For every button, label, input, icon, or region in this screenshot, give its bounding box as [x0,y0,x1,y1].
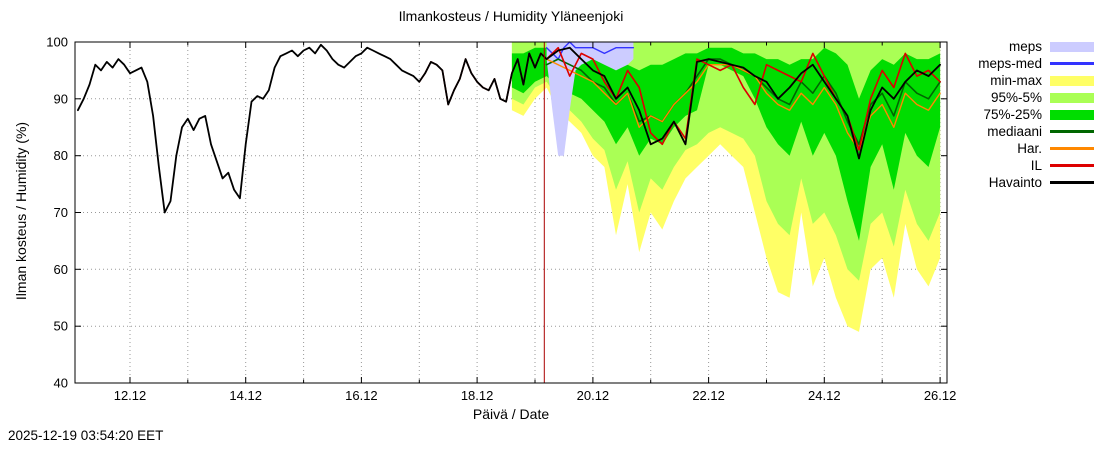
legend-swatch-75-25 [1050,109,1094,120]
legend-label-min-max: min-max [990,73,1042,88]
line-har [545,58,941,151]
legend-swatch-meps-med [1050,62,1094,65]
legend-label-har: Har. [1017,141,1042,156]
legend-label-il: IL [1030,158,1042,173]
y-tick-label: 100 [46,35,68,50]
x-tick-label: 20.12 [577,388,610,403]
y-tick-label: 40 [54,376,68,391]
chart-legend: meps meps-med min-max 95%-5% 75%-25% mediaani… [978,38,1094,191]
generation-timestamp: 2025-12-19 03:54:20 EET [8,428,164,443]
legend-item-har: Har. [978,140,1094,157]
axes: 12.12 14.12 16.12 18.12 20.12 22.12 24.12 26.12… [46,35,956,404]
legend-item-95-5: 95%-5% [978,89,1094,106]
legend-item-il: IL [978,157,1094,174]
x-tick-label: 26.12 [924,388,957,403]
x-tick-label: 24.12 [808,388,841,403]
legend-swatch-min-max [1050,75,1094,86]
line-havainto [77,43,941,214]
legend-label-mediaani: mediaani [987,124,1042,139]
x-tick-label: 12.12 [114,388,147,403]
x-axis-label: Päivä / Date [472,406,550,422]
legend-swatch-mediaani [1050,130,1094,133]
legend-swatch-havainto [1050,181,1094,184]
y-tick-label: 60 [54,262,68,277]
x-tick-label: 22.12 [692,388,725,403]
legend-swatch-il [1050,164,1094,167]
y-tick-label: 50 [54,319,68,334]
line-meps-med [545,41,635,60]
x-tick-label: 14.12 [229,388,262,403]
y-tick-label: 70 [54,205,68,220]
chart-title: Ilmankosteus / Humidity Yläneenjoki [398,8,624,24]
y-tick-label: 80 [54,148,68,163]
series-lines [77,41,941,214]
x-tick-label: 16.12 [345,388,378,403]
legend-label-havainto: Havainto [988,175,1042,190]
legend-swatch-meps [1050,41,1094,52]
legend-item-mediaani: mediaani [978,123,1094,140]
legend-label-meps: meps [1008,39,1042,54]
legend-label-95-5: 95%-5% [990,90,1042,105]
y-tick-label: 90 [54,91,68,106]
legend-label-75-25: 75%-25% [983,107,1042,122]
x-tick-label: 18.12 [461,388,494,403]
y-axis-label: Ilman kosteus / Humidity (%) [13,121,29,301]
legend-item-meps: meps [978,38,1094,55]
legend-item-havainto: Havainto [978,174,1094,191]
legend-item-min-max: min-max [978,72,1094,89]
legend-swatch-95-5 [1050,92,1094,103]
legend-swatch-har [1050,147,1094,150]
legend-item-meps-med: meps-med [978,55,1094,72]
legend-label-meps-med: meps-med [978,56,1042,71]
legend-item-75-25: 75%-25% [978,106,1094,123]
